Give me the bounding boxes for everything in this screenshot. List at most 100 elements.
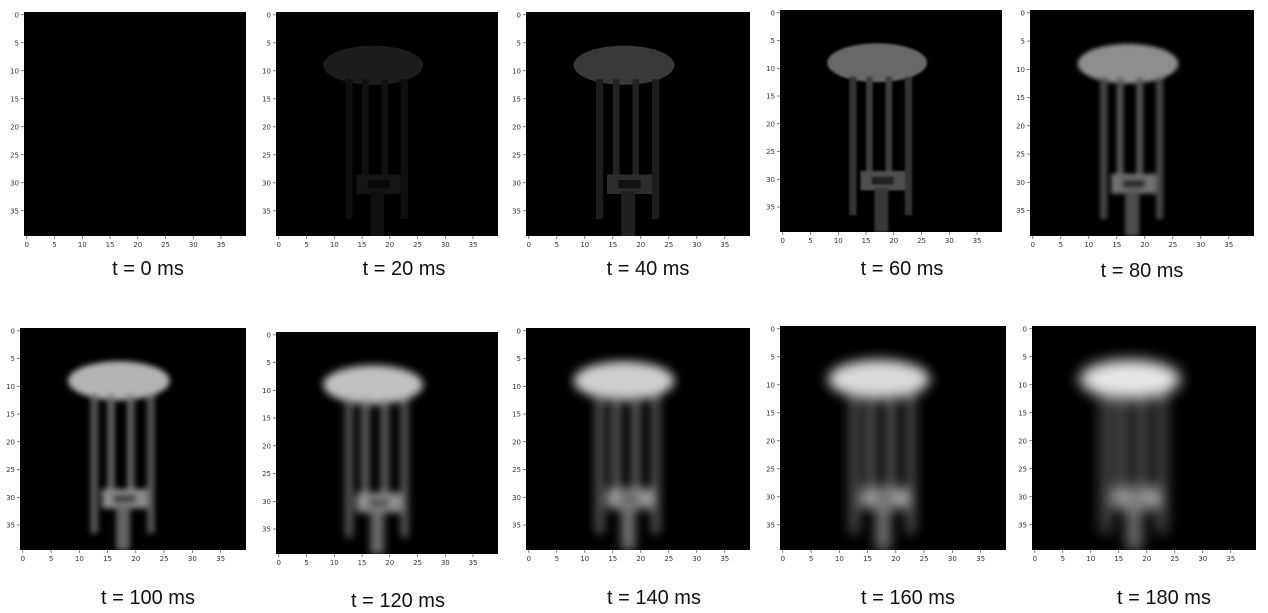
frame-time-label: t = 20 ms [362,258,446,280]
y-tick-label: 30 [512,179,521,187]
frame-panel: 0 5 10 15 20 25 30 35 0 5 10 15 20 25 30 35 [1018,325,1256,563]
y-tick-label: 30 [262,179,271,187]
y-tick-label: 15 [262,415,271,423]
frame-image: 0 5 10 15 20 25 30 35 0 5 10 15 20 25 30 35 [1018,325,1256,563]
y-tick-label: 20 [1018,437,1027,445]
y-tick-label: 10 [262,387,271,395]
y-tick-label: 20 [10,123,19,131]
frame-time-label: t = 180 ms [1117,587,1211,609]
frame-image: 0 5 10 15 20 25 30 35 0 5 10 15 20 25 30 35 [262,11,498,249]
x-tick-label: 5 [809,555,813,563]
y-tick-label: 5 [267,39,271,47]
x-tick-label: 10 [78,241,87,249]
y-tick-label: 35 [262,207,271,215]
x-tick-label: 10 [75,555,84,563]
y-tick-label: 5 [771,37,775,45]
y-tick-label: 20 [6,438,15,446]
stool-shape [573,361,675,550]
x-tick-label: 35 [973,237,982,245]
y-tick-label: 25 [1016,151,1025,159]
frame-panel: 0 5 10 15 20 25 30 35 0 5 10 15 20 25 30 35 [262,331,498,567]
x-tick-label: 35 [469,559,478,567]
x-tick-label: 30 [189,241,198,249]
y-tick-label: 5 [11,355,15,363]
x-tick-label: 35 [469,241,478,249]
frame-image: 0 5 10 15 20 25 30 35 0 5 10 15 20 25 30 35 [766,9,1002,245]
x-tick-label: 25 [664,241,673,249]
y-tick-label: 25 [766,148,775,156]
x-tick-label: 15 [358,241,367,249]
x-tick-label: 5 [49,555,53,563]
frame-time-label: t = 0 ms [112,258,184,280]
x-tick-label: 0 [25,241,29,249]
x-tick-label: 25 [1170,555,1179,563]
frame-panel: 0 5 10 15 20 25 30 35 0 5 10 15 20 25 30 35 [10,11,246,249]
y-tick-label: 25 [262,470,271,478]
y-tick-label: 35 [766,204,775,212]
frame-time-label: t = 40 ms [606,258,690,280]
y-tick-label: 10 [6,383,15,391]
x-tick-label: 15 [103,555,112,563]
x-tick-label: 20 [636,241,645,249]
x-tick-label: 0 [21,555,25,563]
x-tick-label: 30 [1198,555,1207,563]
x-tick-label: 35 [1226,555,1235,563]
x-tick-label: 25 [160,555,169,563]
frame-panel: 0 5 10 15 20 25 30 35 0 5 10 15 20 25 30 35 [512,11,750,249]
y-tick-label: 10 [512,67,521,75]
x-tick-label: 5 [304,241,308,249]
y-tick-label: 35 [1018,521,1027,529]
frame-time-label: t = 140 ms [607,587,701,609]
y-tick-label: 5 [1021,38,1025,46]
y-tick-label: 0 [267,331,271,339]
y-tick-label: 0 [517,11,521,19]
stool-shape [1077,43,1179,236]
x-tick-label: 15 [608,241,617,249]
x-tick-label: 10 [834,237,843,245]
x-tick-label: 35 [1224,241,1233,249]
x-tick-label: 25 [664,555,673,563]
x-tick-label: 15 [1114,555,1123,563]
x-tick-label: 35 [720,555,729,563]
x-tick-label: 5 [555,555,559,563]
frame-panel: 0 5 10 15 20 25 30 35 0 5 10 15 20 25 30 35 [1016,9,1254,249]
x-tick-label: 30 [948,555,957,563]
y-tick-label: 15 [512,95,521,103]
x-tick-label: 5 [1059,241,1063,249]
x-tick-label: 20 [889,237,898,245]
x-tick-label: 20 [1142,555,1151,563]
y-tick-label: 0 [771,325,775,333]
y-tick-label: 35 [10,207,19,215]
frame-image: 0 5 10 15 20 25 30 35 0 5 10 15 20 25 30 35 [6,327,246,563]
y-tick-label: 0 [1021,9,1025,17]
y-tick-label: 10 [766,381,775,389]
x-tick-label: 25 [161,241,170,249]
x-tick-label: 35 [976,555,985,563]
y-tick-label: 0 [517,327,521,335]
x-tick-label: 0 [781,555,785,563]
y-tick-label: 20 [512,438,521,446]
y-tick-label: 30 [262,498,271,506]
y-tick-label: 0 [267,11,271,19]
x-tick-label: 20 [131,555,140,563]
y-tick-label: 25 [6,466,15,474]
y-tick-label: 15 [6,411,15,419]
x-tick-label: 30 [1196,241,1205,249]
x-tick-label: 15 [106,241,115,249]
y-tick-label: 20 [766,120,775,128]
frame-time-label: t = 100 ms [101,587,195,609]
y-tick-label: 25 [262,151,271,159]
y-tick-label: 30 [1018,493,1027,501]
y-tick-label: 10 [512,383,521,391]
frame-image: 0 5 10 15 20 25 30 35 0 5 10 15 20 25 30 35 [766,325,1006,563]
x-tick-label: 35 [217,241,226,249]
frame-image: 0 5 10 15 20 25 30 35 0 5 10 15 20 25 30 35 [1016,9,1254,249]
stool-shape [828,359,930,550]
stool-shape [71,45,172,236]
y-tick-label: 5 [771,353,775,361]
stool-shape [68,361,170,550]
x-tick-label: 35 [720,241,729,249]
frame-time-label: t = 120 ms [351,590,445,612]
x-tick-label: 15 [358,559,367,567]
y-tick-label: 10 [1018,381,1027,389]
